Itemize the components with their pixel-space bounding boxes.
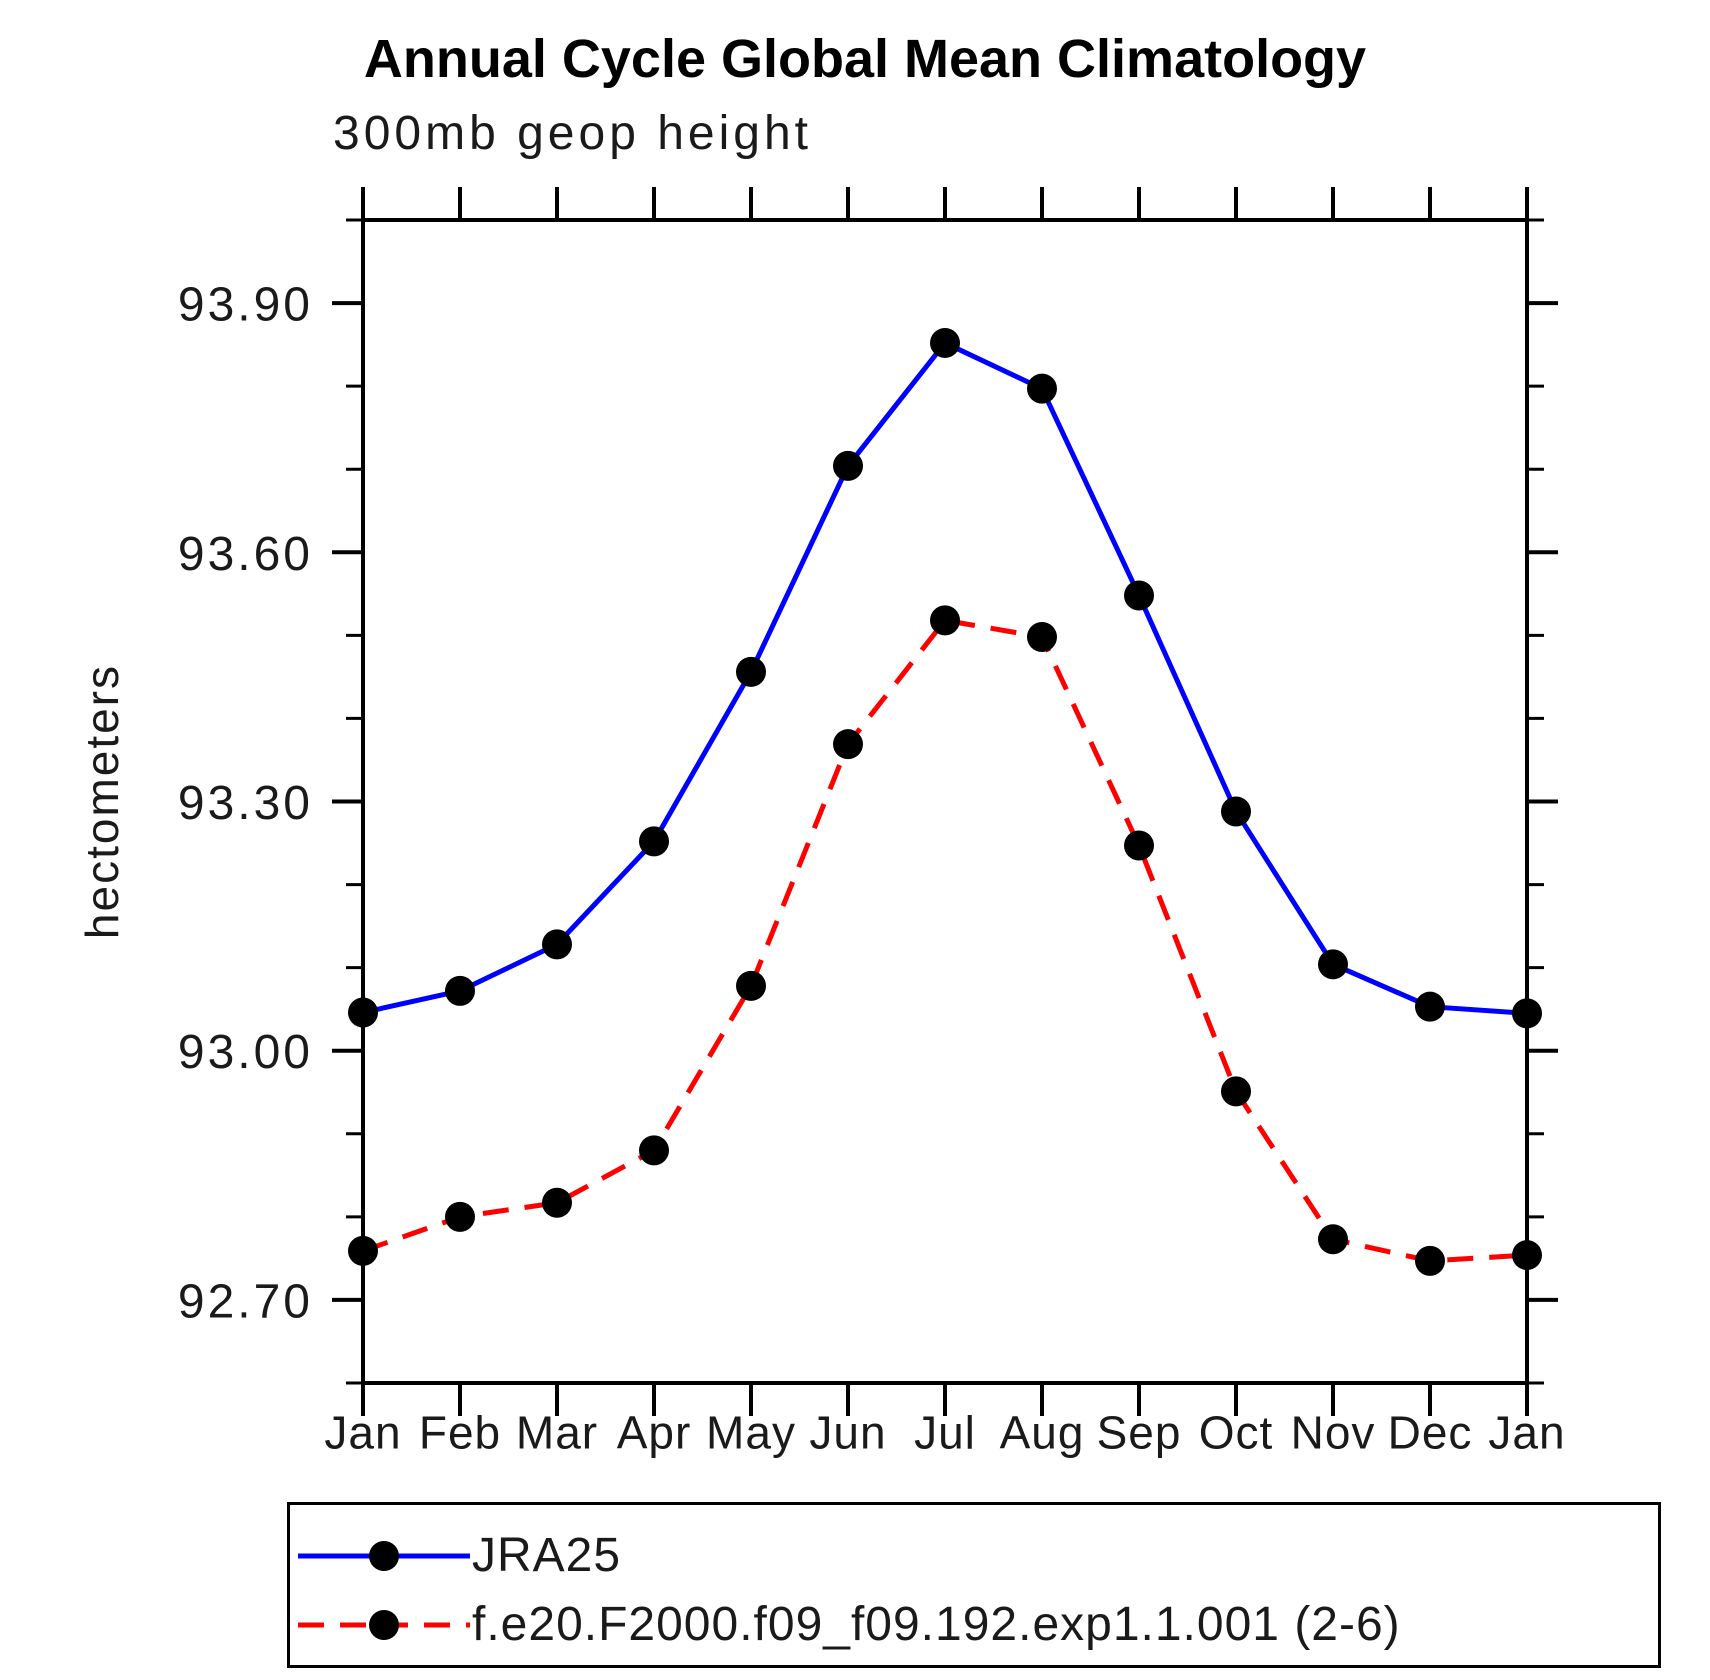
series-marker xyxy=(930,327,960,358)
x-tick-label: Oct xyxy=(1199,1407,1274,1459)
series-marker xyxy=(736,656,766,687)
series-marker xyxy=(445,975,475,1006)
series-line-0 xyxy=(362,340,1528,1016)
legend-key-line-0 xyxy=(298,1541,470,1571)
x-tick-label: May xyxy=(706,1407,796,1459)
series-marker xyxy=(348,1235,378,1266)
legend-label-model: f.e20.F2000.f09_f09.192.exp1.1.001 (2-6) xyxy=(472,1598,1401,1651)
plot-border xyxy=(361,218,1529,1385)
legend-entry-jra25: JRA25 xyxy=(296,1529,622,1582)
series-marker xyxy=(1318,949,1348,980)
series-marker xyxy=(736,970,766,1001)
x-tick-label: Jun xyxy=(809,1407,886,1459)
series-marker xyxy=(639,826,669,857)
x-tick-label: Dec xyxy=(1388,1407,1473,1459)
x-tick-label: Aug xyxy=(1000,1407,1085,1459)
series-marker xyxy=(1415,991,1445,1022)
series-marker xyxy=(542,929,572,960)
series-marker xyxy=(1512,998,1542,1029)
series-marker xyxy=(1512,1240,1542,1271)
y-tick-label: 93.90 xyxy=(178,279,313,332)
legend: JRA25 f.e20.F2000.f09_f09.192.exp1.1.001… xyxy=(287,1502,1661,1668)
series-marker xyxy=(1027,373,1057,404)
x-tick-label: Jan xyxy=(324,1407,401,1459)
y-axis-title: hectometers xyxy=(76,664,128,939)
series-marker xyxy=(348,997,378,1028)
series-marker xyxy=(542,1187,572,1218)
x-tick-label: Nov xyxy=(1291,1407,1376,1459)
series-line-1 xyxy=(362,617,1528,1264)
series-marker xyxy=(639,1135,669,1166)
series-marker xyxy=(1318,1224,1348,1255)
legend-marker-icon xyxy=(369,1541,399,1571)
series-marker xyxy=(1124,830,1154,861)
series-marker xyxy=(833,450,863,481)
series-marker xyxy=(1027,622,1057,653)
series-marker xyxy=(445,1201,475,1232)
y-tick-label: 93.00 xyxy=(178,1026,313,1079)
y-tick-label: 93.30 xyxy=(178,777,313,830)
x-tick-label: Jul xyxy=(914,1407,976,1459)
x-tick-label: Sep xyxy=(1097,1407,1182,1459)
legend-marker-icon xyxy=(369,1610,399,1640)
chart-subtitle: 300mb geop height xyxy=(333,107,812,160)
legend-key-line-1 xyxy=(298,1610,470,1640)
x-tick-label: Feb xyxy=(419,1407,501,1459)
y-tick-label: 92.70 xyxy=(178,1275,313,1328)
series-marker xyxy=(1124,580,1154,611)
x-tick-label: Mar xyxy=(516,1407,598,1459)
series-marker xyxy=(930,605,960,636)
y-tick-label: 93.60 xyxy=(178,528,313,581)
legend-label-jra25: JRA25 xyxy=(472,1529,622,1582)
series-marker xyxy=(1221,1076,1251,1107)
series-marker xyxy=(1221,796,1251,827)
x-tick-label: Apr xyxy=(617,1407,692,1459)
series-marker xyxy=(1415,1245,1445,1276)
chart-title: Annual Cycle Global Mean Climatology xyxy=(363,29,1367,89)
x-tick-label: Jan xyxy=(1488,1407,1565,1459)
legend-entry-model: f.e20.F2000.f09_f09.192.exp1.1.001 (2-6) xyxy=(296,1598,1401,1651)
series-marker xyxy=(833,729,863,760)
